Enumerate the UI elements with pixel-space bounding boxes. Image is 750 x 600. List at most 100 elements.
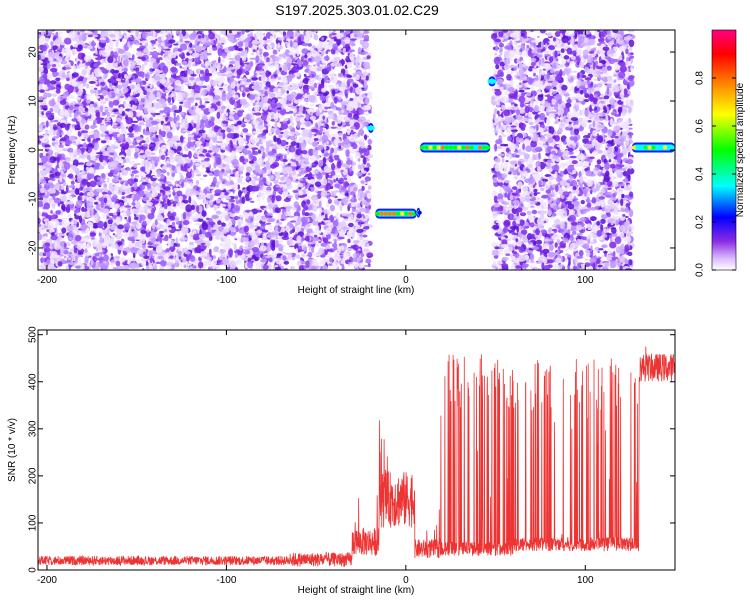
heatmap-cell [367, 172, 371, 176]
heatmap-cell [248, 108, 252, 112]
heatmap-cell [360, 237, 363, 241]
heatmap-cell [102, 251, 107, 255]
heatmap-cell [103, 229, 106, 235]
heatmap-cell [41, 147, 46, 155]
heatmap-cell [166, 176, 170, 181]
heatmap-cell [89, 186, 92, 191]
heatmap-cell [42, 125, 46, 129]
heatmap-cell [70, 262, 76, 266]
heatmap-cell [241, 181, 246, 185]
heatmap-cell [234, 259, 242, 265]
heatmap-cell [365, 75, 369, 81]
heatmap-cell [126, 133, 135, 136]
heatmap-cell [281, 236, 290, 241]
heatmap-cell [245, 198, 250, 201]
heatmap-cell [108, 82, 113, 91]
heatmap-cell [158, 129, 162, 136]
heatmap-cell [318, 247, 325, 255]
heatmap-cell [110, 187, 114, 191]
heatmap-cell [282, 251, 286, 255]
heatmap-cell [119, 65, 122, 72]
heatmap-cell [205, 260, 212, 265]
heatmap-cell [94, 201, 99, 205]
heatmap-cell [103, 254, 109, 262]
heatmap-cell [226, 166, 230, 171]
heatmap-cell [81, 206, 85, 212]
heatmap-cell [258, 38, 265, 47]
heatmap-cell [213, 70, 218, 75]
heatmap-cell [142, 244, 146, 249]
heatmap-cell [176, 140, 181, 143]
heatmap-cell [130, 106, 137, 110]
heatmap-cell [299, 257, 303, 261]
heatmap-cell [211, 46, 218, 51]
heatmap-cell [283, 35, 291, 39]
heatmap-cell [148, 249, 153, 258]
heatmap-cell [326, 196, 331, 200]
heatmap-cell [327, 115, 335, 120]
heatmap-cell [151, 171, 155, 175]
heatmap-cell [292, 132, 299, 135]
heatmap-cell [277, 42, 281, 48]
heatmap-cell [350, 42, 356, 47]
heatmap-cell [359, 233, 363, 238]
heatmap-cell [151, 190, 159, 198]
heatmap-cell [322, 222, 326, 226]
heatmap-cell [168, 233, 172, 239]
heatmap-cell [223, 171, 228, 177]
heatmap-cell [340, 260, 345, 264]
heatmap-cell [245, 37, 252, 42]
heatmap-cell [175, 183, 179, 187]
heatmap-cell [117, 246, 124, 251]
heatmap-cell [118, 234, 126, 237]
heatmap-cell [176, 166, 181, 174]
heatmap-cell [151, 207, 155, 216]
heatmap-cell [204, 201, 209, 205]
heatmap-cell [50, 210, 53, 214]
heatmap-cell [338, 132, 344, 136]
heatmap-cell [42, 93, 50, 97]
heatmap-cell [189, 70, 194, 75]
heatmap-cell [108, 101, 113, 105]
heatmap-cell [141, 71, 145, 79]
heatmap-cell [198, 104, 206, 109]
heatmap-cell [40, 227, 49, 231]
heatmap-cell [222, 242, 230, 250]
heatmap-cell [296, 142, 300, 149]
heatmap-cell [275, 195, 282, 202]
heatmap-cell [198, 261, 204, 269]
heatmap-cell [110, 68, 116, 74]
heatmap-cell [181, 180, 184, 188]
heatmap-cell [243, 225, 249, 233]
heatmap-cell [289, 115, 293, 123]
heatmap-cell [69, 152, 74, 159]
heatmap-cell [213, 230, 221, 237]
heatmap-cell [98, 197, 105, 202]
heatmap-cell [158, 46, 162, 54]
heatmap-cell [42, 252, 47, 257]
heatmap-cell [185, 171, 192, 179]
heatmap-cell [363, 226, 370, 230]
heatmap-cell [86, 83, 90, 89]
heatmap-cell [288, 108, 292, 111]
heatmap-cell [296, 121, 301, 129]
heatmap-cell [217, 108, 223, 112]
heatmap-cell [67, 222, 70, 226]
heatmap-cell [218, 216, 223, 221]
heatmap-cell [152, 175, 159, 179]
heatmap-cell [97, 220, 105, 229]
heatmap-cell [335, 212, 340, 220]
heatmap-cell [138, 121, 145, 126]
heatmap-cell [205, 217, 210, 221]
heatmap-cell [63, 255, 67, 259]
heatmap-cell [221, 92, 227, 101]
heatmap-cell [322, 258, 326, 266]
heatmap-cell [276, 253, 283, 256]
heatmap-cell [303, 73, 307, 78]
heatmap-cell [86, 241, 91, 248]
heatmap-cell [138, 171, 145, 177]
heatmap-cell [350, 264, 355, 267]
heatmap-cell [266, 44, 273, 51]
heatmap-cell [106, 139, 111, 146]
heatmap-cell [163, 203, 166, 206]
